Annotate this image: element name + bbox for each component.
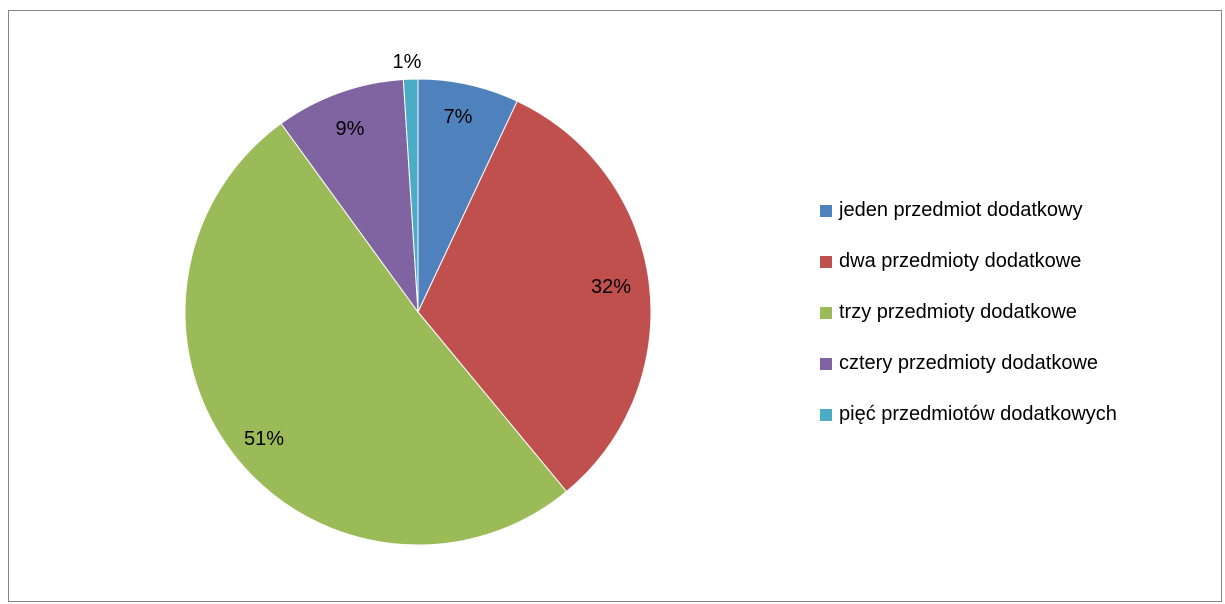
legend-label: pięć przedmiotów dodatkowych <box>839 403 1117 425</box>
legend-label: trzy przedmioty dodatkowe <box>839 301 1077 323</box>
legend-swatch <box>820 306 832 319</box>
data-label-2: 32% <box>591 276 631 298</box>
legend-swatch <box>820 408 832 421</box>
pie-slice-5 <box>402 78 419 313</box>
pie-slice-2 <box>417 100 652 493</box>
legend: jeden przedmiot dodatkowy dwa przedmioty … <box>820 198 1117 453</box>
legend-label: cztery przedmioty dodatkowe <box>839 352 1099 374</box>
legend-item-3: trzy przedmioty dodatkowe <box>820 300 1117 325</box>
pie-slice-4 <box>280 78 419 314</box>
legend-swatch <box>820 255 832 268</box>
legend-item-1: jeden przedmiot dodatkowy <box>820 198 1117 223</box>
legend-label: dwa przedmioty dodatkowe <box>839 250 1082 272</box>
legend-swatch <box>820 204 832 217</box>
data-label-5: 1% <box>393 51 422 73</box>
data-label-1: 7% <box>444 106 473 128</box>
data-label-3: 51% <box>244 428 284 450</box>
legend-item-2: dwa przedmioty dodatkowe <box>820 249 1117 274</box>
legend-item-4: cztery przedmioty dodatkowe <box>820 351 1117 376</box>
pie-slice-1 <box>417 78 518 313</box>
legend-swatch <box>820 357 832 370</box>
pie-slice-3 <box>184 122 568 546</box>
legend-label: jeden przedmiot dodatkowy <box>839 199 1083 221</box>
data-label-4: 9% <box>336 118 365 140</box>
legend-item-5: pięć przedmiotów dodatkowych <box>820 402 1117 427</box>
